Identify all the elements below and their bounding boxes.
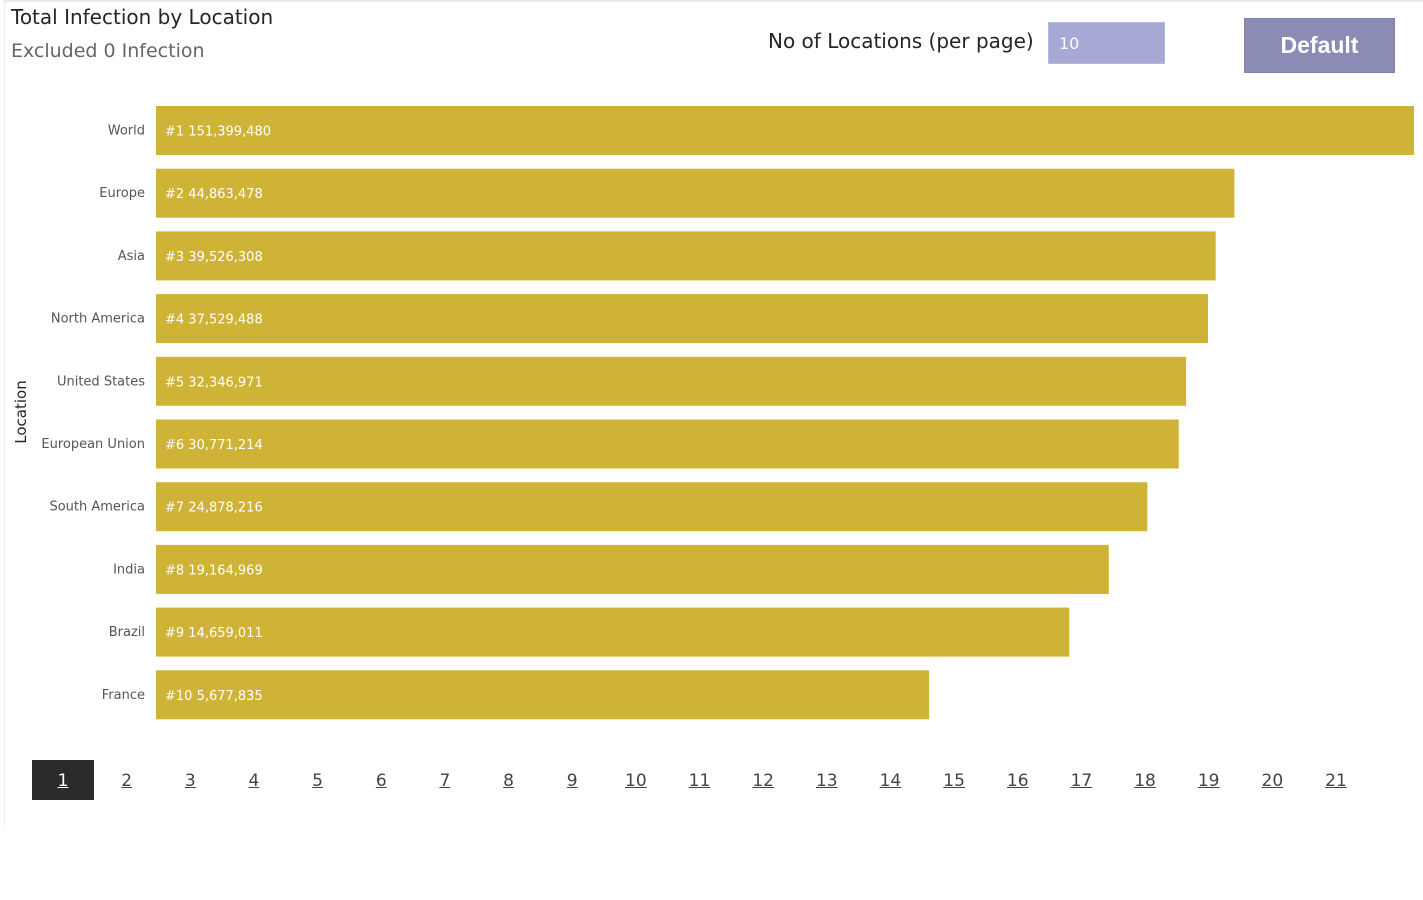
category-label: United States (57, 374, 145, 389)
page-link-16[interactable]: 16 (1006, 771, 1029, 791)
bar-asia[interactable] (156, 231, 1216, 281)
page-link-12[interactable]: 12 (752, 771, 774, 791)
chart-title: Total Infection by Location (11, 5, 274, 29)
data-label: #6 30,771,214 (165, 438, 263, 453)
page-link-17[interactable]: 17 (1070, 771, 1093, 791)
data-label: #8 19,164,969 (165, 563, 263, 578)
category-label: World (108, 124, 145, 139)
category-label: Brazil (109, 625, 145, 640)
page-link-18[interactable]: 18 (1134, 771, 1156, 791)
category-label: South America (49, 500, 145, 515)
page-link-21[interactable]: 21 (1325, 771, 1347, 791)
bar-european-union[interactable] (156, 419, 1179, 469)
category-label: Asia (118, 249, 145, 264)
data-label: #2 44,863,478 (165, 187, 263, 202)
bar-france[interactable] (156, 670, 930, 720)
data-label: #10 5,677,835 (165, 689, 263, 704)
page-link-3[interactable]: 3 (184, 771, 196, 791)
data-label: #7 24,878,216 (165, 501, 263, 516)
bar-brazil[interactable] (156, 607, 1070, 657)
category-label: France (102, 688, 145, 703)
category-label: India (113, 562, 145, 577)
data-label: #1 151,399,480 (165, 125, 271, 140)
data-label: #3 39,526,308 (165, 250, 263, 265)
bar-chart: World #1 151,399,480 Europe #2 44,863,478 As… (41, 106, 1414, 720)
bar-united-states[interactable] (156, 356, 1187, 406)
bar-north-america[interactable] (156, 294, 1209, 344)
page-link-10[interactable]: 10 (625, 771, 647, 791)
data-label: #5 32,346,971 (165, 375, 263, 390)
bar-world[interactable] (156, 106, 1414, 155)
page-link-5[interactable]: 5 (312, 771, 323, 791)
category-label: Europe (99, 186, 145, 201)
page-link-11[interactable]: 11 (688, 771, 711, 791)
page-link-20[interactable]: 20 (1261, 771, 1284, 791)
page-link-2[interactable]: 2 (121, 771, 133, 791)
page-link-1[interactable]: 1 (32, 760, 94, 800)
data-label: #9 14,659,011 (165, 626, 263, 641)
chart-subtitle: Excluded 0 Infection (11, 40, 205, 62)
bar-india[interactable] (156, 544, 1109, 594)
per-page-input[interactable] (1048, 22, 1165, 64)
data-label: #4 37,529,488 (165, 313, 263, 328)
page-link-15[interactable]: 15 (943, 771, 965, 791)
per-page-label: No of Locations (per page) (768, 29, 1034, 53)
bar-south-america[interactable] (156, 482, 1148, 532)
page-link-8[interactable]: 8 (503, 771, 514, 791)
chart-frame (4, 0, 1423, 826)
page-link-19[interactable]: 19 (1197, 771, 1220, 791)
page-link-7[interactable]: 7 (439, 771, 451, 791)
page-link-14[interactable]: 14 (879, 771, 902, 791)
page-link-13[interactable]: 13 (815, 771, 838, 791)
page-link-4[interactable]: 4 (248, 771, 260, 791)
bar-europe[interactable] (156, 168, 1235, 218)
category-label: European Union (41, 437, 145, 452)
default-button[interactable]: Default (1244, 18, 1395, 73)
page-link-6[interactable]: 6 (375, 771, 387, 791)
category-label: North America (51, 312, 145, 327)
page-link-9[interactable]: 9 (566, 771, 578, 791)
